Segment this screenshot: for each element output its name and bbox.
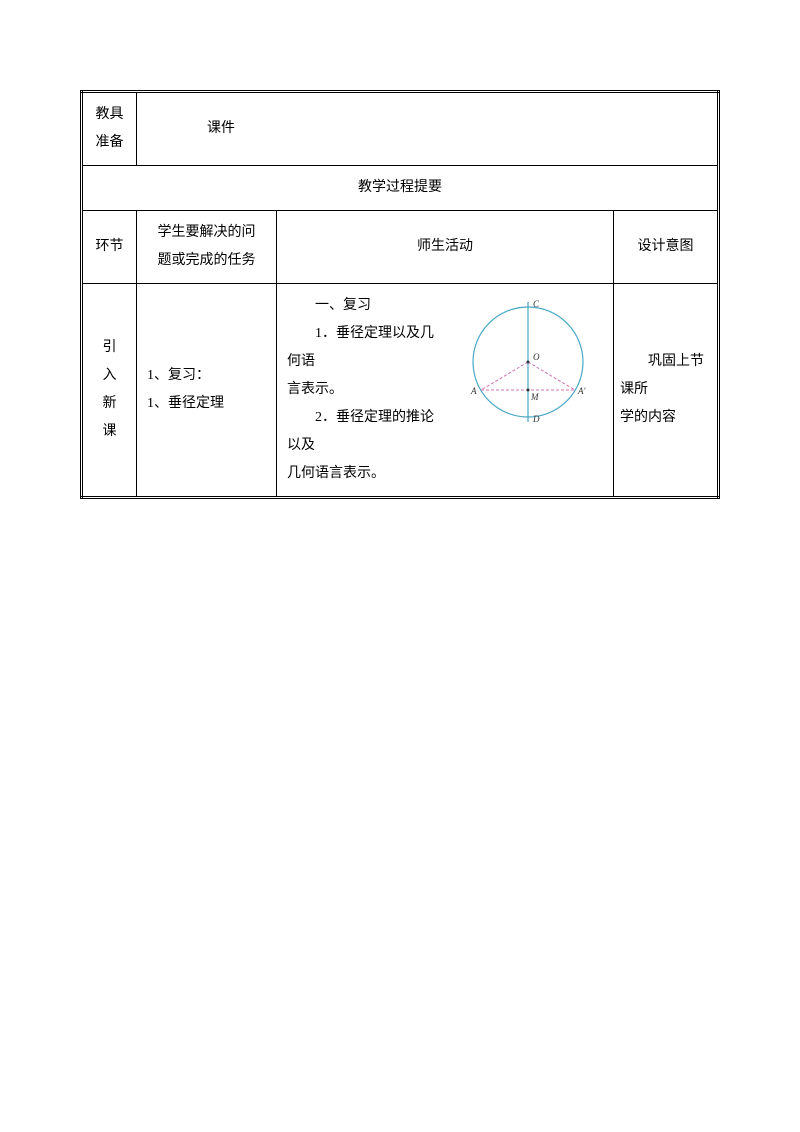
activity-wrap: 一、复习 1．垂径定理以及几何语 言表示。 2．垂径定理的推论以及 几何语言表示… [287, 292, 603, 488]
act-l4: 2．垂径定理的推论以及 [287, 410, 434, 453]
label-o: O [533, 352, 540, 362]
task-line-1: 1、复习： [147, 368, 210, 383]
diagram-m-dot [527, 389, 530, 392]
label-m: M [530, 392, 539, 402]
process-title-cell: 教学过程提要 [82, 166, 719, 211]
diagram-center-dot [527, 361, 530, 364]
label-a: A [470, 386, 477, 396]
intro-activity-cell: 一、复习 1．垂径定理以及几何语 言表示。 2．垂径定理的推论以及 几何语言表示… [277, 284, 614, 498]
tools-value: 课件 [207, 121, 235, 136]
act-l5: 几何语言表示。 [287, 466, 385, 481]
tools-label-2: 准备 [87, 129, 132, 157]
row-tools: 教具 准备 课件 [82, 92, 719, 166]
intro-task-cell: 1、复习： 1、垂径定理 [137, 284, 277, 498]
tools-value-cell: 课件 [137, 92, 719, 166]
label-ap: A' [577, 386, 586, 396]
label-d: D [532, 414, 540, 424]
diagram-dash-oap [528, 362, 575, 390]
act-l1: 一、复习 [315, 298, 371, 313]
lesson-plan-table: 教具 准备 课件 教学过程提要 环节 学生要解决的问 题或完成的任务 师生活动 … [80, 90, 720, 499]
diagram-dash-oa [481, 362, 528, 390]
tools-label-cell: 教具 准备 [82, 92, 137, 166]
circle-diagram: C D A A' O M [453, 292, 603, 432]
intro-stage-cell: 引 入 新 课 [82, 284, 137, 498]
header-activity: 师生活动 [277, 211, 614, 284]
tools-label-1: 教具 [87, 101, 132, 129]
act-l3: 言表示。 [287, 382, 343, 397]
header-stage: 环节 [82, 211, 137, 284]
activity-text: 一、复习 1．垂径定理以及几何语 言表示。 2．垂径定理的推论以及 几何语言表示… [287, 292, 445, 488]
process-title: 教学过程提要 [358, 180, 442, 195]
stage-char-2: 入 [87, 362, 132, 390]
row-intro: 引 入 新 课 1、复习： 1、垂径定理 一、复习 1．垂径定理以及几何语 言表… [82, 284, 719, 498]
stage-char-4: 课 [87, 418, 132, 446]
stage-char-3: 新 [87, 390, 132, 418]
stage-char-1: 引 [87, 334, 132, 362]
row-process-header: 教学过程提要 [82, 166, 719, 211]
header-task: 学生要解决的问 题或完成的任务 [137, 211, 277, 284]
row-column-headers: 环节 学生要解决的问 题或完成的任务 师生活动 设计意图 [82, 211, 719, 284]
task-line-2: 1、垂径定理 [147, 396, 224, 411]
intent-l1: 巩固上节课所 [620, 348, 711, 404]
header-intent: 设计意图 [614, 211, 719, 284]
label-c: C [533, 299, 540, 309]
act-l2: 1．垂径定理以及几何语 [287, 326, 434, 369]
intent-l2: 学的内容 [620, 410, 676, 425]
intro-intent-cell: 巩固上节课所 学的内容 [614, 284, 719, 498]
